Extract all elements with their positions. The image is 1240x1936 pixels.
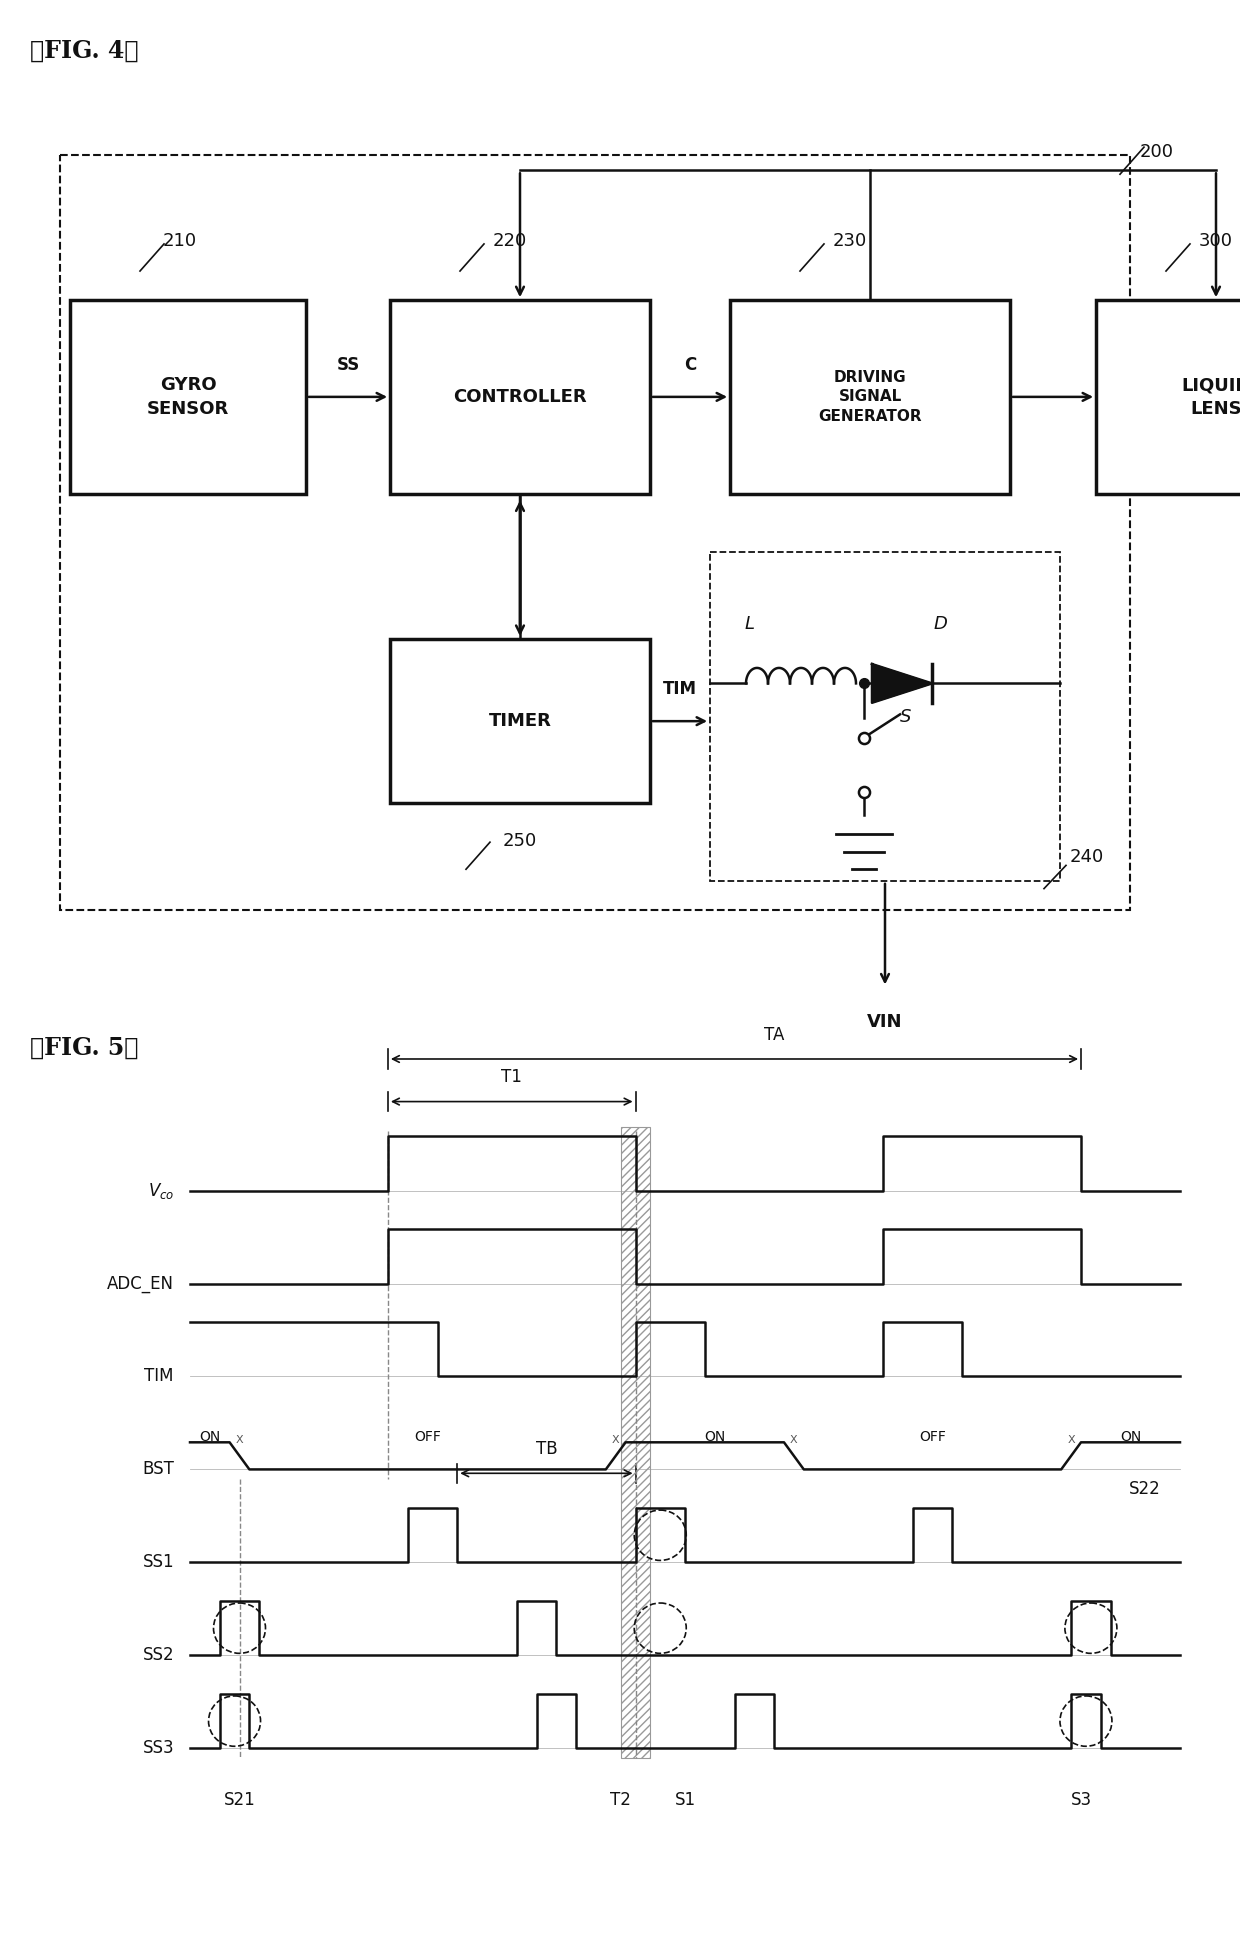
Text: ON: ON (200, 1429, 221, 1444)
Text: T2: T2 (610, 1791, 631, 1808)
Bar (391, 300, 650, 494)
Text: 210: 210 (162, 232, 197, 250)
Text: 200: 200 (1140, 143, 1174, 161)
Text: $V_{co}$: $V_{co}$ (148, 1181, 174, 1200)
Text: S21: S21 (223, 1791, 255, 1808)
Text: TB: TB (536, 1440, 557, 1458)
Text: SS2: SS2 (143, 1646, 174, 1665)
Text: 【FIG. 5】: 【FIG. 5】 (30, 1036, 139, 1059)
Text: SS3: SS3 (143, 1739, 174, 1758)
Text: OFF: OFF (414, 1429, 441, 1444)
Text: S22: S22 (1128, 1481, 1161, 1498)
Text: ADC_EN: ADC_EN (107, 1274, 174, 1293)
Text: 300: 300 (1199, 232, 1233, 250)
Text: L: L (745, 616, 755, 633)
Text: S: S (900, 709, 911, 726)
Text: S1: S1 (675, 1791, 696, 1808)
Text: SS: SS (336, 356, 360, 374)
Text: ON: ON (704, 1429, 725, 1444)
Text: X: X (790, 1435, 797, 1446)
Bar (730, 300, 1011, 494)
Bar (60, 155, 1130, 910)
Text: ON: ON (1120, 1429, 1141, 1444)
Text: VIN: VIN (867, 1013, 903, 1030)
Text: SS1: SS1 (143, 1553, 174, 1572)
Text: TIMER: TIMER (489, 712, 552, 730)
Text: S3: S3 (1070, 1791, 1091, 1808)
Text: D: D (932, 616, 947, 633)
Text: 230: 230 (833, 232, 867, 250)
Bar (391, 639, 650, 803)
Text: DRIVING
SIGNAL
GENERATOR: DRIVING SIGNAL GENERATOR (818, 370, 921, 424)
Bar (621, 1127, 650, 1758)
Text: OFF: OFF (919, 1429, 946, 1444)
Text: BST: BST (143, 1460, 174, 1479)
Text: X: X (236, 1435, 243, 1446)
Text: TIM: TIM (145, 1367, 174, 1386)
Text: C: C (684, 356, 696, 374)
Text: X: X (611, 1435, 620, 1446)
Text: 【FIG. 4】: 【FIG. 4】 (30, 39, 139, 62)
Text: CONTROLLER: CONTROLLER (453, 387, 587, 407)
Text: T1: T1 (501, 1069, 522, 1086)
Bar (711, 552, 1060, 881)
Text: GYRO
SENSOR: GYRO SENSOR (146, 376, 229, 418)
Text: LIQUID
LENS: LIQUID LENS (1182, 376, 1240, 418)
Text: 240: 240 (1070, 848, 1105, 865)
Bar (1096, 300, 1240, 494)
Text: TA: TA (764, 1026, 785, 1044)
Bar (69, 300, 306, 494)
Polygon shape (872, 664, 932, 703)
Text: X: X (1068, 1435, 1075, 1446)
Text: 250: 250 (503, 832, 537, 850)
Text: TIM: TIM (663, 680, 697, 699)
Text: 220: 220 (492, 232, 527, 250)
